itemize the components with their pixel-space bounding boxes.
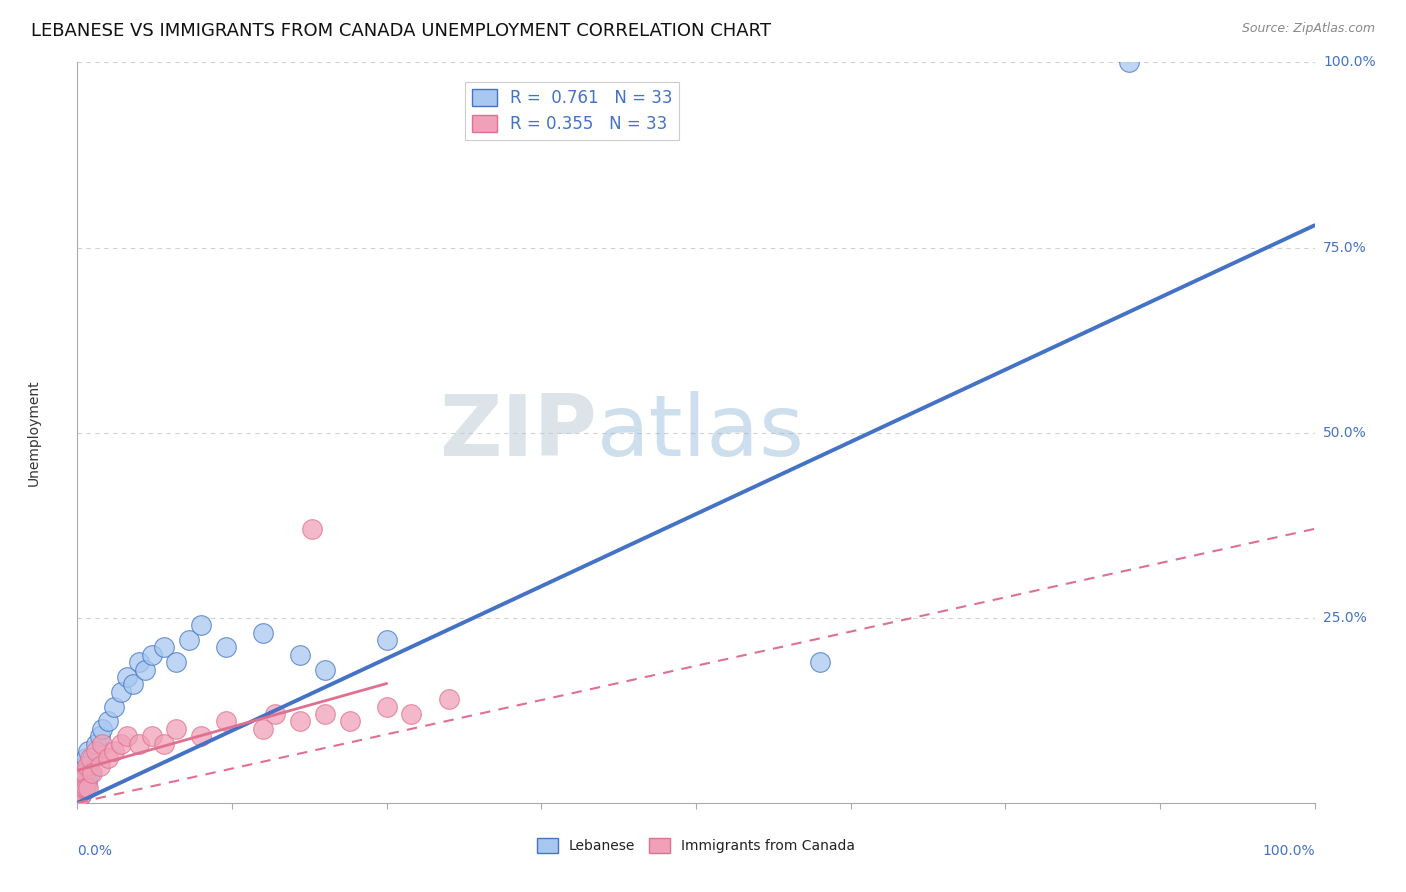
Text: ZIP: ZIP bbox=[439, 391, 598, 475]
Point bbox=[110, 685, 132, 699]
Point bbox=[115, 729, 138, 743]
Point bbox=[252, 625, 274, 640]
Point bbox=[84, 737, 107, 751]
Point bbox=[70, 789, 93, 803]
Point bbox=[177, 632, 200, 647]
Point bbox=[288, 714, 311, 729]
Point bbox=[122, 677, 145, 691]
Point bbox=[91, 722, 114, 736]
Point bbox=[314, 663, 336, 677]
Point bbox=[103, 699, 125, 714]
Point bbox=[77, 744, 100, 758]
Point bbox=[73, 766, 96, 780]
Point bbox=[70, 789, 93, 803]
Point bbox=[165, 722, 187, 736]
Point bbox=[91, 737, 114, 751]
Point bbox=[75, 780, 97, 795]
Point bbox=[808, 655, 831, 669]
Point bbox=[141, 648, 163, 662]
Point bbox=[72, 780, 94, 795]
Point bbox=[165, 655, 187, 669]
Point bbox=[1118, 55, 1140, 70]
Point bbox=[77, 780, 100, 795]
Point bbox=[76, 773, 98, 788]
Text: 100.0%: 100.0% bbox=[1323, 55, 1375, 70]
Point bbox=[89, 729, 111, 743]
Text: atlas: atlas bbox=[598, 391, 806, 475]
Point bbox=[375, 632, 398, 647]
Point bbox=[76, 758, 98, 772]
Point bbox=[134, 663, 156, 677]
Point bbox=[67, 780, 90, 795]
Point bbox=[75, 751, 97, 765]
Text: 75.0%: 75.0% bbox=[1323, 241, 1367, 254]
Point bbox=[401, 706, 423, 721]
Point bbox=[288, 648, 311, 662]
Point bbox=[67, 789, 90, 803]
Text: 100.0%: 100.0% bbox=[1263, 844, 1315, 857]
Point bbox=[72, 773, 94, 788]
Point bbox=[215, 640, 238, 655]
Point bbox=[89, 758, 111, 772]
Point bbox=[128, 655, 150, 669]
Point bbox=[301, 522, 323, 536]
Point bbox=[79, 766, 101, 780]
Point bbox=[153, 640, 176, 655]
Point bbox=[72, 773, 94, 788]
Point bbox=[437, 692, 460, 706]
Point bbox=[82, 766, 104, 780]
Point bbox=[73, 780, 96, 795]
Point bbox=[115, 670, 138, 684]
Point bbox=[128, 737, 150, 751]
Text: Source: ZipAtlas.com: Source: ZipAtlas.com bbox=[1241, 22, 1375, 36]
Text: 25.0%: 25.0% bbox=[1323, 611, 1367, 624]
Point bbox=[84, 744, 107, 758]
Text: 50.0%: 50.0% bbox=[1323, 425, 1367, 440]
Point bbox=[82, 751, 104, 765]
Point bbox=[375, 699, 398, 714]
Point bbox=[252, 722, 274, 736]
Point bbox=[69, 766, 91, 780]
Point bbox=[339, 714, 361, 729]
Text: 0.0%: 0.0% bbox=[77, 844, 112, 857]
Point bbox=[97, 714, 120, 729]
Point bbox=[97, 751, 120, 765]
Legend: Lebanese, Immigrants from Canada: Lebanese, Immigrants from Canada bbox=[531, 833, 860, 859]
Point bbox=[215, 714, 238, 729]
Point bbox=[264, 706, 287, 721]
Point bbox=[314, 706, 336, 721]
Point bbox=[190, 729, 212, 743]
Text: Unemployment: Unemployment bbox=[27, 379, 41, 486]
Point bbox=[72, 758, 94, 772]
Point bbox=[103, 744, 125, 758]
Point bbox=[69, 780, 91, 795]
Point bbox=[79, 751, 101, 765]
Text: LEBANESE VS IMMIGRANTS FROM CANADA UNEMPLOYMENT CORRELATION CHART: LEBANESE VS IMMIGRANTS FROM CANADA UNEMP… bbox=[31, 22, 770, 40]
Point bbox=[141, 729, 163, 743]
Point bbox=[153, 737, 176, 751]
Point bbox=[110, 737, 132, 751]
Point bbox=[190, 618, 212, 632]
